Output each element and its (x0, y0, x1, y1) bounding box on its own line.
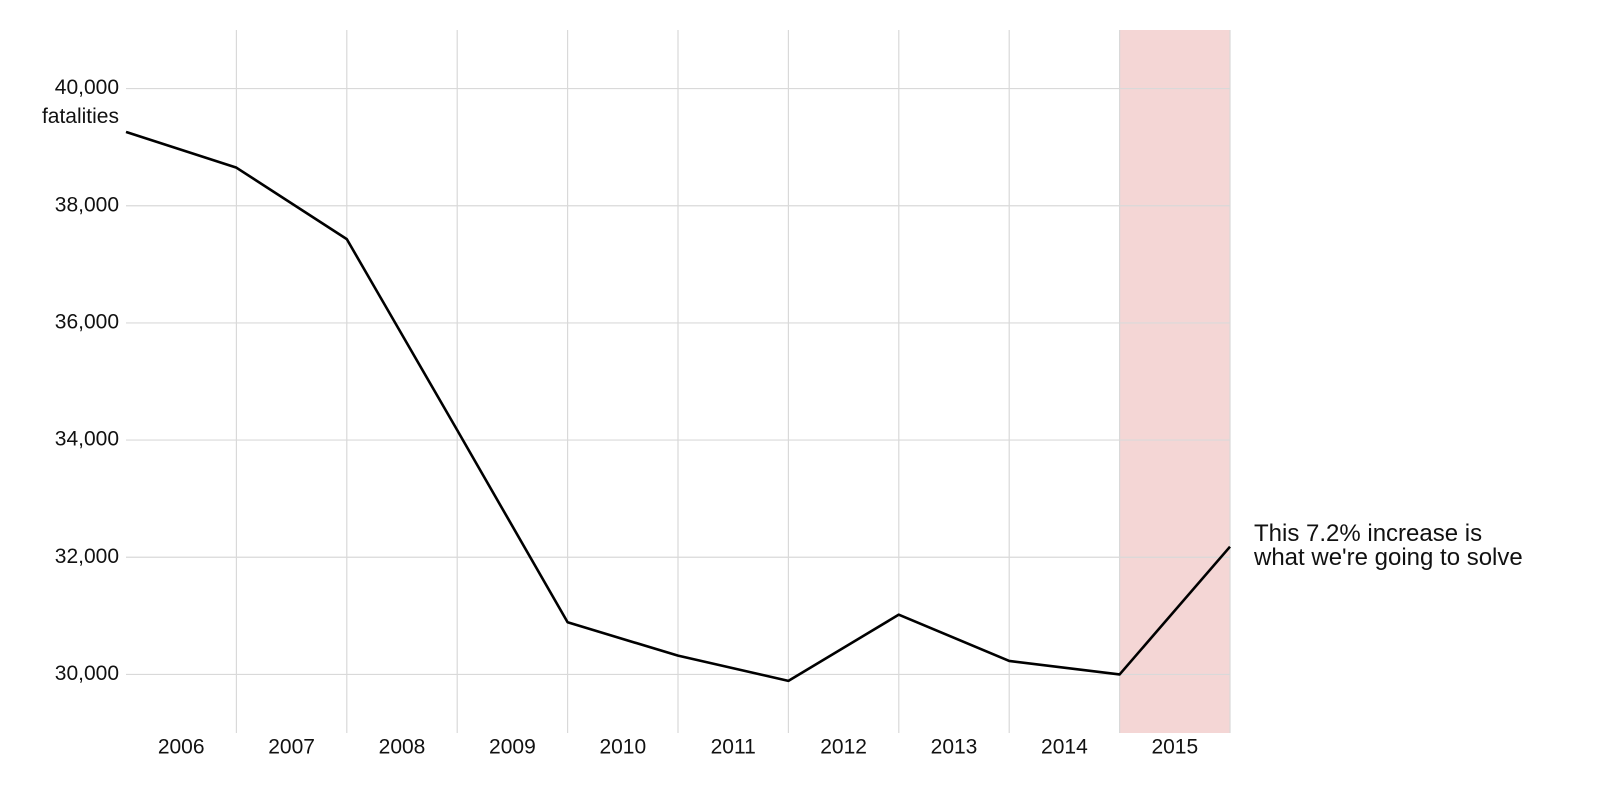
x-tick-label: 2015 (1151, 736, 1198, 759)
y-tick-label: 40,000 (55, 76, 119, 99)
x-tick-label: 2013 (931, 736, 978, 759)
highlight-band (1119, 30, 1230, 733)
annotation: This 7.2% increase is (1254, 520, 1482, 547)
x-tick-label: 2014 (1041, 736, 1088, 759)
background-layer (126, 30, 1231, 733)
x-tick-label: 2009 (489, 736, 536, 759)
x-tick-label: 2012 (820, 736, 867, 759)
y-axis-label: fatalities (42, 105, 119, 128)
x-tick-label: 2007 (268, 736, 315, 759)
y-tick-label: 32,000 (55, 545, 119, 568)
x-tick-label: 2008 (379, 736, 426, 759)
x-tick-label: 2010 (599, 736, 646, 759)
line (125, 130, 1231, 683)
y-tick-label: 34,000 (55, 428, 119, 451)
y-tick-label: 38,000 (55, 193, 119, 216)
y-tick-label: 30,000 (55, 662, 119, 685)
y-tick-label: 36,000 (55, 310, 119, 333)
annotation: what we're going to solve (1253, 544, 1523, 571)
x-tick-label: 2006 (158, 736, 205, 759)
x-tick-label: 2011 (711, 736, 756, 759)
